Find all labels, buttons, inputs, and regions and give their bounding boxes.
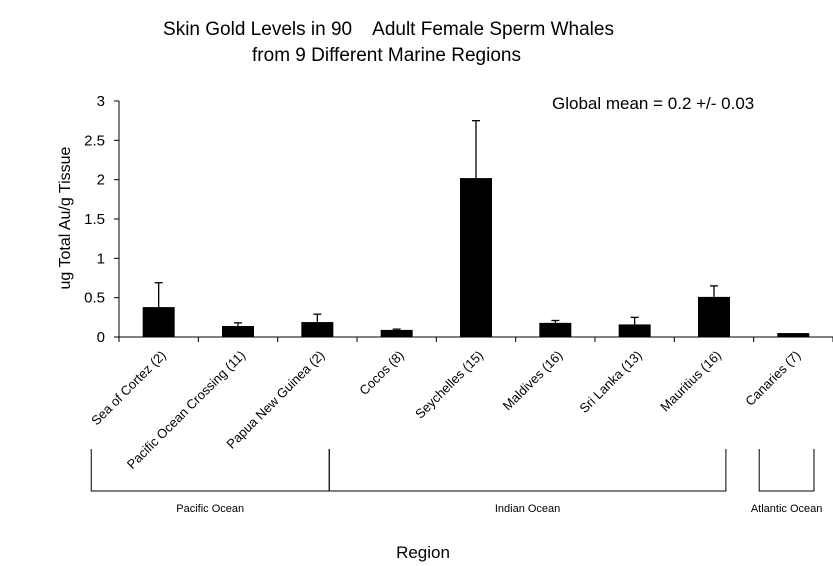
category-label: Mauritius (16) — [657, 348, 724, 415]
y-tick-label: 2.5 — [84, 132, 105, 149]
category-label: Sri Lanka (13) — [576, 348, 644, 416]
bar — [301, 322, 334, 337]
category-label: Seychelles (15) — [412, 348, 486, 422]
ocean-group-label: Atlantic Ocean — [751, 503, 823, 515]
y-tick-label: 2 — [97, 172, 105, 189]
bar — [142, 307, 175, 337]
y-tick-label: 0 — [97, 329, 105, 346]
bar — [618, 324, 651, 337]
bar — [698, 296, 730, 337]
ocean-group-bracket — [90, 449, 330, 492]
bar — [460, 178, 492, 337]
bar — [777, 333, 810, 337]
bar — [539, 322, 572, 337]
y-tick-label: 3 — [97, 93, 105, 110]
category-label: Maldives (16) — [500, 348, 566, 414]
chart-subtitle: from 9 Different Marine Regions — [252, 45, 521, 66]
y-tick-label: 1 — [97, 250, 105, 267]
ocean-group-label: Indian Ocean — [495, 503, 560, 515]
y-tick-label: 1.5 — [84, 211, 105, 228]
y-tick-label: 0.5 — [84, 290, 105, 307]
category-label: Sea of Cortez (2) — [88, 348, 169, 429]
chart-title: Skin Gold Levels in 90 Adult Female Sper… — [163, 19, 614, 40]
x-axis-label: Region — [396, 543, 450, 562]
category-label: Cocos (8) — [356, 348, 406, 398]
bar — [222, 325, 254, 337]
global-mean-annotation: Global mean = 0.2 +/- 0.03 — [552, 94, 755, 113]
bar — [380, 329, 413, 337]
category-label: Canaries (7) — [742, 348, 803, 409]
ocean-group-bracket — [328, 449, 727, 492]
ocean-group-bracket — [758, 449, 815, 492]
ocean-group-label: Pacific Ocean — [176, 503, 244, 515]
